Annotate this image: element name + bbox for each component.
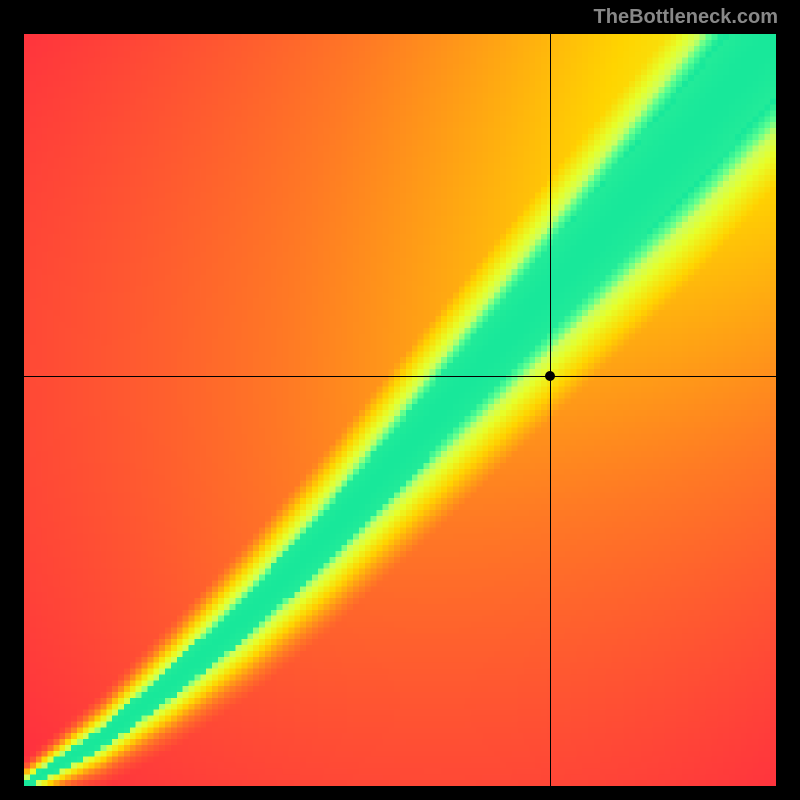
crosshair-horizontal [24, 376, 776, 377]
heatmap-plot [24, 34, 776, 786]
watermark-text: TheBottleneck.com [594, 6, 778, 29]
chart-container: TheBottleneck.com [0, 0, 800, 800]
crosshair-vertical [550, 34, 551, 786]
heatmap-canvas [24, 34, 776, 786]
crosshair-dot [545, 371, 555, 381]
